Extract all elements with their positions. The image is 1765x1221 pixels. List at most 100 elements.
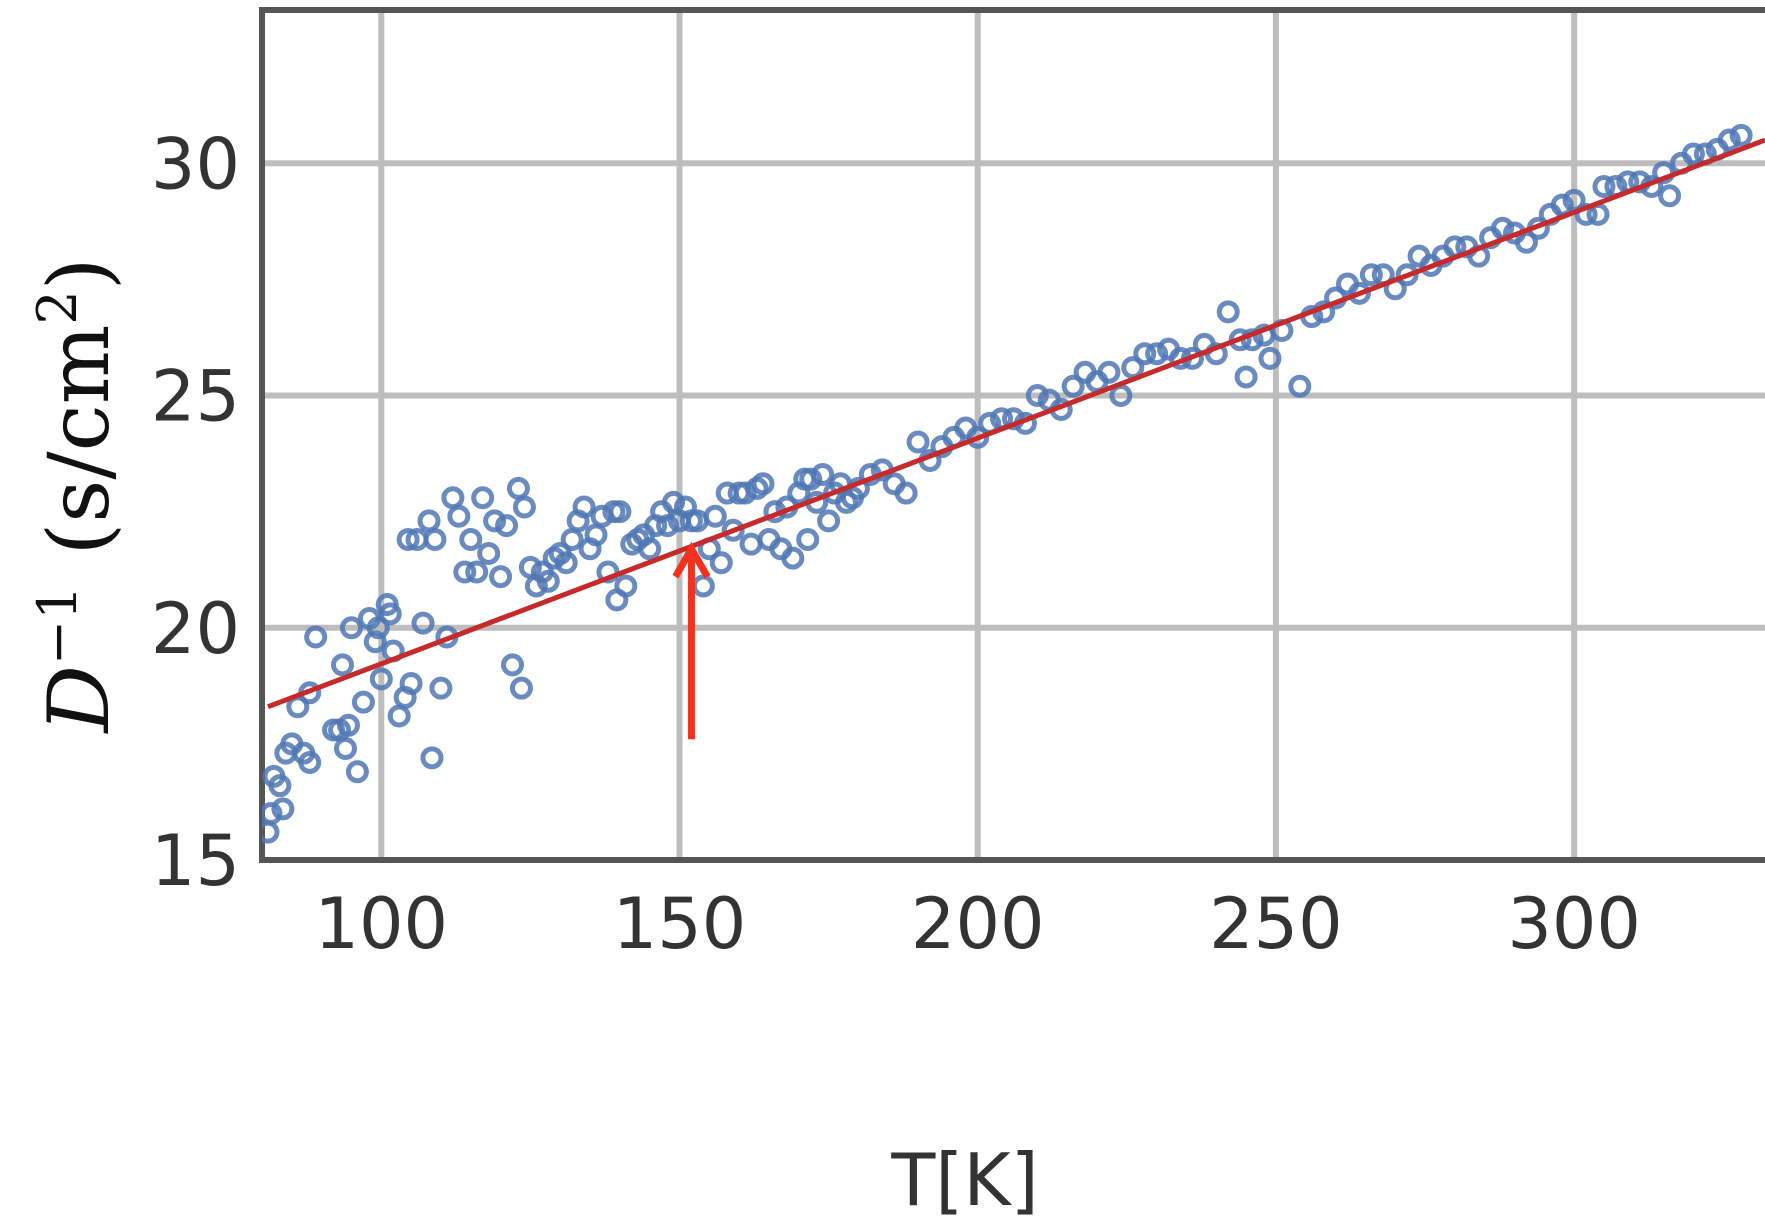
data-point bbox=[614, 574, 638, 598]
data-point bbox=[387, 704, 411, 728]
data-point bbox=[739, 532, 763, 556]
data-point bbox=[799, 467, 823, 491]
data-point bbox=[411, 611, 435, 635]
data-point bbox=[506, 476, 530, 500]
data-point bbox=[512, 495, 536, 519]
data-point bbox=[894, 481, 918, 505]
x-axis-ticks: 100 150 200 250 300 bbox=[314, 883, 1640, 965]
data-point bbox=[465, 560, 489, 584]
data-point bbox=[796, 528, 820, 552]
x-tick-label: 100 bbox=[314, 883, 448, 965]
data-point bbox=[501, 653, 524, 677]
y-tick-label: 30 bbox=[151, 123, 240, 205]
data-point bbox=[423, 528, 447, 552]
data-point bbox=[483, 509, 507, 533]
data-point bbox=[560, 528, 584, 552]
x-axis-label: T[K] bbox=[890, 1138, 1038, 1221]
data-point bbox=[334, 737, 357, 761]
y-axis-label-unit-close: ) bbox=[30, 258, 128, 291]
data-point bbox=[1025, 384, 1049, 408]
data-point bbox=[1359, 263, 1383, 287]
y-axis-label-unit: (s/cm bbox=[30, 325, 128, 556]
data-point bbox=[351, 690, 375, 714]
data-point bbox=[721, 518, 745, 542]
y-tick-label: 25 bbox=[151, 356, 240, 438]
y-tick-label: 20 bbox=[151, 588, 240, 670]
data-point bbox=[536, 569, 560, 593]
data-point bbox=[304, 625, 328, 649]
data-point bbox=[811, 462, 835, 486]
data-point bbox=[1717, 128, 1741, 152]
data-point bbox=[733, 481, 757, 505]
data-point bbox=[420, 746, 444, 770]
data-point bbox=[331, 653, 355, 677]
data-point bbox=[489, 565, 513, 589]
data-point bbox=[1133, 342, 1157, 366]
data-point bbox=[429, 676, 453, 700]
arrow-annotation-head bbox=[672, 541, 711, 579]
data-point bbox=[268, 774, 292, 798]
data-point bbox=[459, 528, 483, 552]
x-tick-label: 250 bbox=[1209, 883, 1343, 965]
data-point bbox=[1145, 342, 1169, 366]
grid-lines bbox=[262, 10, 1765, 863]
data-point bbox=[441, 486, 465, 510]
data-point bbox=[495, 514, 519, 538]
data-point bbox=[1347, 281, 1371, 305]
data-point bbox=[817, 509, 841, 533]
data-point bbox=[345, 760, 369, 784]
data-point bbox=[656, 514, 680, 538]
data-point bbox=[509, 676, 533, 700]
y-axis-label-unit-exponent: 2 bbox=[26, 290, 89, 324]
data-point bbox=[608, 500, 632, 524]
data-point bbox=[366, 616, 390, 640]
data-point bbox=[1681, 142, 1705, 166]
data-point bbox=[298, 750, 322, 774]
data-point bbox=[339, 616, 363, 640]
data-point bbox=[572, 495, 596, 519]
data-point bbox=[471, 486, 495, 510]
data-point bbox=[1061, 374, 1085, 398]
data-point bbox=[781, 546, 805, 570]
data-point bbox=[691, 574, 715, 598]
data-point bbox=[369, 667, 393, 691]
data-point bbox=[703, 504, 727, 528]
data-point bbox=[1592, 175, 1616, 199]
y-axis-label: D−1 (s/cm2) bbox=[26, 258, 128, 735]
data-point bbox=[1258, 346, 1282, 370]
data-point bbox=[447, 504, 471, 528]
data-point bbox=[1121, 356, 1145, 380]
x-tick-label: 150 bbox=[613, 883, 747, 965]
data-point bbox=[1550, 193, 1574, 217]
data-point bbox=[1216, 300, 1240, 324]
data-point bbox=[477, 541, 501, 565]
data-point bbox=[1288, 374, 1312, 398]
x-tick-label: 300 bbox=[1507, 883, 1641, 965]
data-point bbox=[1729, 123, 1753, 147]
data-point bbox=[638, 537, 662, 561]
data-point bbox=[1234, 365, 1258, 389]
data-point bbox=[1562, 188, 1586, 212]
data-point bbox=[262, 802, 283, 826]
plot-area bbox=[262, 123, 1765, 844]
data-point bbox=[396, 528, 420, 552]
y-axis-label-symbol: D bbox=[30, 665, 128, 734]
data-point bbox=[906, 430, 930, 454]
plot-frame bbox=[259, 7, 1765, 863]
data-point bbox=[417, 509, 441, 533]
plot-border bbox=[259, 7, 1765, 863]
data-point bbox=[1514, 230, 1538, 254]
data-point bbox=[271, 797, 295, 821]
data-point bbox=[1658, 184, 1682, 208]
data-point bbox=[336, 713, 360, 737]
y-axis-label-exponent: −1 bbox=[26, 586, 89, 666]
data-point bbox=[709, 551, 733, 575]
fit-line bbox=[267, 137, 1765, 710]
data-point bbox=[399, 671, 423, 695]
data-point bbox=[453, 560, 477, 584]
data-point bbox=[751, 472, 775, 496]
data-point bbox=[378, 602, 402, 626]
data-point bbox=[363, 630, 387, 654]
y-axis-ticks: 15 20 25 30 bbox=[151, 123, 240, 902]
